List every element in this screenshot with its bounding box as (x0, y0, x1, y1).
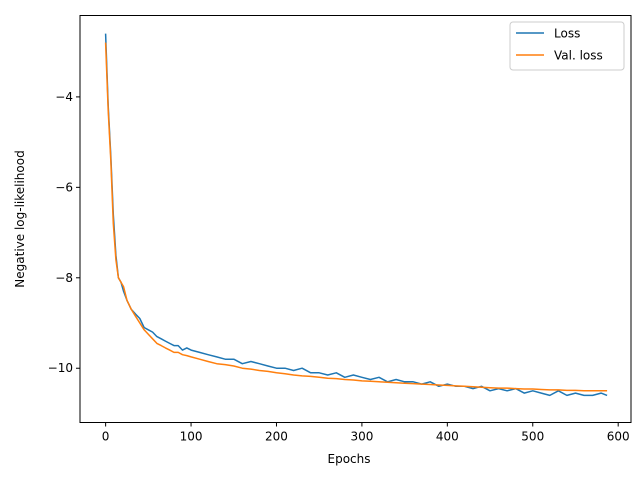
legend-label-loss: Loss (554, 27, 580, 41)
x-tick-label: 500 (521, 430, 544, 444)
x-tick-label: 200 (265, 430, 288, 444)
series-line-val-loss (104, 42, 608, 392)
series-line-loss (104, 33, 608, 397)
x-tick-label: 400 (436, 430, 459, 444)
x-tick-label: 0 (102, 430, 110, 444)
y-tick-label: −6 (55, 180, 73, 194)
y-axis-label: Negative log-likelihood (13, 150, 27, 287)
x-tick-label: 600 (607, 430, 630, 444)
y-tick-label: −10 (48, 361, 73, 375)
legend-box (509, 21, 625, 71)
ticks-layer: 0 100 200 300 400 500 600 −10 −8 −6 −4 (48, 90, 630, 444)
legend-label-val-loss: Val. loss (554, 49, 603, 63)
x-axis-label: Epochs (328, 452, 371, 466)
legend: Loss Val. loss (509, 21, 625, 71)
x-tick-label: 300 (350, 430, 373, 444)
plot-frame (79, 15, 632, 423)
x-tick-label: 100 (180, 430, 203, 444)
y-tick-label: −8 (55, 271, 73, 285)
y-tick-label: −4 (55, 90, 73, 104)
series-layer (104, 33, 608, 397)
